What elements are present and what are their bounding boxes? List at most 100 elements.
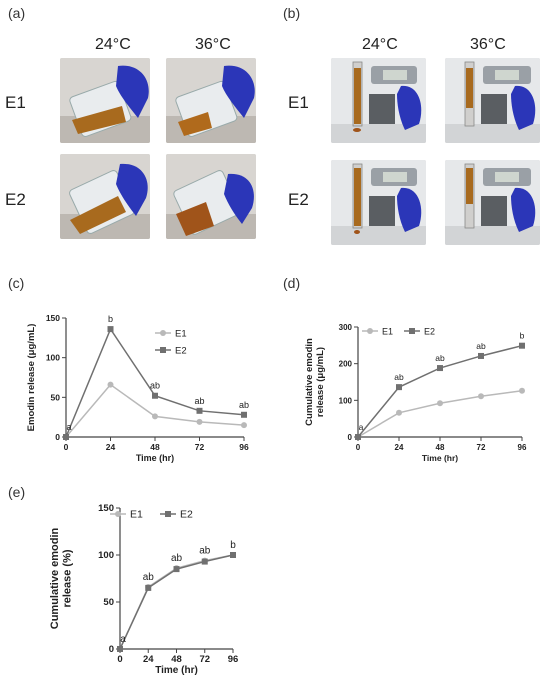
- data-point-e2: [355, 434, 361, 440]
- significance-label: ab: [476, 341, 486, 351]
- x-tick-label: 0: [64, 442, 69, 452]
- x-tick-label: 72: [477, 443, 486, 452]
- significance-label: ab: [394, 372, 404, 382]
- significance-label: b: [520, 331, 525, 341]
- data-point-e1: [519, 387, 525, 394]
- x-tick-label: 48: [150, 442, 160, 452]
- x-tick-label: 96: [228, 654, 239, 665]
- y-axis-label: Emodin release (μg/mL): [26, 324, 37, 432]
- y-axis-label: Cumulative emodinrelease (%): [49, 527, 74, 629]
- panel-a-row-e1: E1: [5, 93, 26, 112]
- data-point-e1: [107, 381, 114, 388]
- legend-marker-e2: [165, 511, 171, 517]
- x-axis-label: Time (hr): [422, 453, 458, 463]
- viscometer-photo-e1-24c: [331, 58, 426, 143]
- panel-a-letter: (a): [8, 5, 26, 21]
- y-tick-label: 0: [55, 432, 60, 442]
- panel-e-letter: (e): [8, 484, 26, 500]
- legend-label-e2: E2: [180, 509, 193, 521]
- x-tick-label: 96: [239, 442, 249, 452]
- significance-label: b: [108, 314, 113, 324]
- viscometer-photo-e2-24c: [331, 160, 426, 245]
- y-tick-label: 300: [339, 323, 353, 332]
- legend-marker-e2: [160, 347, 166, 353]
- y-tick-label: 50: [51, 392, 61, 402]
- data-point-e2: [437, 365, 443, 372]
- legend-label-e1: E1: [130, 509, 143, 521]
- significance-label: ab: [435, 353, 445, 363]
- y-tick-label: 100: [46, 353, 60, 363]
- x-tick-label: 24: [143, 654, 154, 665]
- vial-photo-e2-36c: [166, 154, 256, 239]
- legend-label-e2: E2: [175, 346, 187, 357]
- x-tick-label: 0: [356, 443, 361, 452]
- x-tick-label: 24: [106, 442, 116, 452]
- data-point-e2: [152, 392, 158, 399]
- data-point-e1: [437, 400, 443, 407]
- x-tick-label: 0: [117, 654, 122, 665]
- data-point-e2: [173, 566, 180, 573]
- panel-d-letter: (d): [283, 275, 301, 291]
- panel-b-letter: (b): [283, 5, 301, 21]
- vial-photo-e2-24c: [60, 154, 150, 239]
- legend-label-e2: E2: [424, 327, 435, 337]
- y-tick-label: 200: [339, 360, 353, 369]
- panel-a-row-e2: E2: [5, 190, 26, 209]
- significance-label: ab: [199, 546, 211, 557]
- data-point-e1: [478, 393, 484, 400]
- panel-a-temp-24: 24°C: [95, 36, 131, 53]
- y-tick-label: 100: [98, 550, 114, 561]
- y-tick-label: 0: [348, 433, 353, 442]
- y-axis-label: Cumulative emodinrelease (μg/mL): [304, 338, 326, 426]
- legend-marker-e1: [367, 328, 373, 334]
- viscometer-photo-e1-36c: [445, 58, 540, 143]
- x-tick-label: 24: [395, 443, 404, 452]
- legend-label-e1: E1: [175, 329, 187, 340]
- significance-label: ab: [171, 553, 183, 564]
- significance-label: b: [230, 540, 236, 551]
- significance-label: ab: [194, 396, 204, 406]
- data-point-e2: [396, 384, 402, 391]
- x-tick-label: 72: [199, 654, 210, 665]
- data-point-e2: [145, 584, 152, 591]
- data-point-e1: [396, 409, 402, 416]
- data-point-e1: [241, 422, 247, 429]
- viscometer-photo-e2-36c: [445, 160, 540, 245]
- vial-photo-e1-36c: [166, 58, 256, 143]
- data-point-e2: [230, 552, 236, 558]
- data-point-e2: [519, 342, 525, 349]
- x-tick-label: 48: [171, 654, 182, 665]
- x-axis-label: Time (hr): [155, 665, 198, 676]
- data-point-e2: [478, 352, 484, 359]
- panel-b-temp-24: 24°C: [362, 36, 398, 53]
- significance-label: ab: [239, 400, 249, 410]
- panel-a-temp-36: 36°C: [195, 36, 231, 53]
- panel-c-letter: (c): [8, 275, 25, 291]
- x-tick-label: 48: [436, 443, 445, 452]
- data-point-e2: [241, 411, 247, 418]
- significance-label: a: [359, 422, 364, 432]
- legend-marker-e1: [115, 511, 121, 517]
- vial-photo-e1-24c: [60, 58, 150, 143]
- panel-b-row-e2: E2: [288, 190, 309, 209]
- x-tick-label: 96: [518, 443, 527, 452]
- legend-marker-e2: [409, 328, 415, 334]
- significance-label: ab: [143, 572, 155, 583]
- data-point-e2: [63, 434, 69, 440]
- data-point-e2: [201, 558, 208, 565]
- y-tick-label: 150: [46, 313, 60, 323]
- data-point-e1: [196, 418, 203, 425]
- panel-b-temp-36: 36°C: [470, 36, 506, 53]
- data-point-e2: [196, 407, 203, 414]
- data-point-e2: [107, 326, 114, 333]
- legend-label-e1: E1: [382, 327, 393, 337]
- data-point-e2: [117, 646, 123, 652]
- significance-label: ab: [150, 381, 160, 391]
- panel-b-row-e1: E1: [288, 93, 309, 112]
- y-tick-label: 100: [339, 396, 353, 405]
- significance-label: a: [66, 422, 71, 432]
- x-axis-label: Time (hr): [136, 453, 174, 463]
